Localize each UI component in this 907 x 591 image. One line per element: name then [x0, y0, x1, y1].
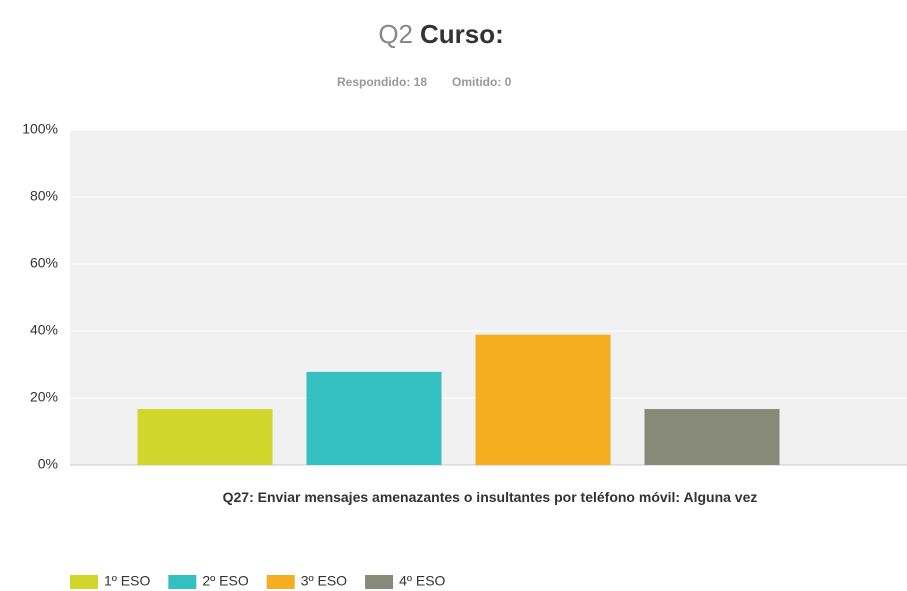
legend-label: 4º ESO: [399, 573, 445, 589]
y-tick-label: 20%: [30, 389, 58, 405]
legend-label: 2º ESO: [202, 573, 248, 589]
legend-swatch: [70, 575, 98, 589]
x-axis-label: Q27: Enviar mensajes amenazantes o insul…: [222, 489, 758, 505]
y-tick-label: 80%: [30, 188, 58, 204]
legend-label: 1º ESO: [104, 573, 150, 589]
bar: [644, 409, 780, 465]
bar: [475, 334, 611, 465]
bar: [137, 409, 273, 465]
y-tick-label: 100%: [22, 121, 58, 137]
y-tick-label: 60%: [30, 255, 58, 271]
bar: [306, 371, 442, 465]
subtitle: Omitido: 0: [452, 75, 512, 89]
subtitle: Respondido: 18: [337, 75, 427, 89]
legend-label: 3º ESO: [301, 573, 347, 589]
legend-swatch: [266, 575, 295, 589]
legend-swatch: [168, 575, 197, 589]
y-tick-label: 0%: [38, 456, 58, 472]
y-tick-label: 40%: [30, 322, 58, 338]
legend-swatch: [365, 575, 394, 589]
chart-title: Curso:: [420, 19, 504, 49]
chart-title-prefix: Q2: [378, 19, 413, 49]
